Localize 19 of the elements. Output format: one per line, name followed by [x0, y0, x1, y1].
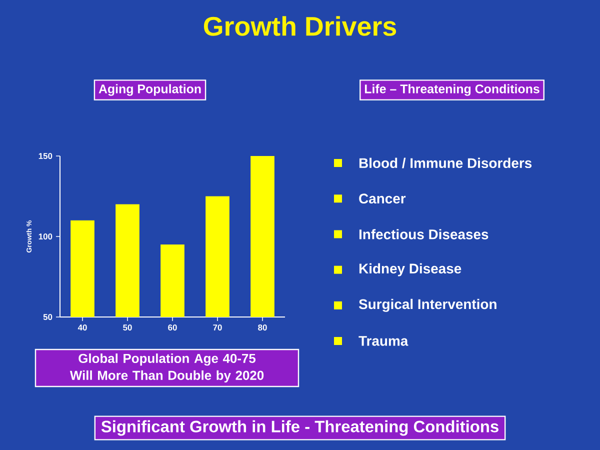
text: Blood / Immune Disorders [359, 158, 532, 168]
text: Infectious Diseases [359, 229, 488, 240]
text: Global Population Age 40-75 Will More Than Double by 2020 [70, 353, 264, 383]
text: Surgical Intervention [358, 298, 496, 312]
y-tick-label: 50 [43, 314, 52, 320]
text: Cancer [359, 194, 406, 204]
x-tick-label: 60 [168, 324, 177, 331]
text: Significant Growth in Life - Threatening Conditions [101, 420, 498, 436]
text: Life – Threatening Conditions [364, 84, 540, 96]
y-tick-label: 100 [38, 234, 52, 240]
y-tick-label: 150 [38, 153, 52, 159]
chart-subtitle: Aging Population [98, 84, 201, 96]
x-tick-label: 70 [213, 324, 222, 331]
x-tick-label: 50 [123, 324, 132, 331]
x-tick-label: 40 [78, 324, 87, 331]
text: Kidney Disease [359, 263, 462, 276]
x-tick-label: 80 [258, 324, 267, 331]
text: Trauma [358, 336, 408, 346]
chart-title: Growth Drivers [204, 16, 396, 36]
